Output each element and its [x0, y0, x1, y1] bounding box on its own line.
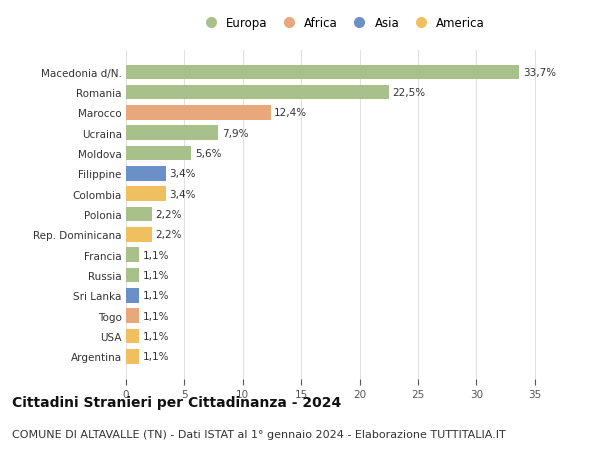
Bar: [126, 329, 139, 343]
Legend: Europa, Africa, Asia, America: Europa, Africa, Asia, America: [199, 17, 485, 30]
Bar: [126, 308, 139, 323]
Bar: [126, 86, 389, 100]
Text: COMUNE DI ALTAVALLE (TN) - Dati ISTAT al 1° gennaio 2024 - Elaborazione TUTTITAL: COMUNE DI ALTAVALLE (TN) - Dati ISTAT al…: [12, 429, 506, 439]
Bar: [126, 65, 520, 80]
Text: 33,7%: 33,7%: [523, 68, 556, 78]
Text: Cittadini Stranieri per Cittadinanza - 2024: Cittadini Stranieri per Cittadinanza - 2…: [12, 395, 341, 409]
Text: 12,4%: 12,4%: [274, 108, 307, 118]
Bar: [126, 207, 152, 222]
Text: 1,1%: 1,1%: [142, 270, 169, 280]
Bar: [126, 248, 139, 263]
Bar: [126, 126, 218, 141]
Bar: [126, 288, 139, 303]
Text: 2,2%: 2,2%: [155, 230, 182, 240]
Text: 2,2%: 2,2%: [155, 210, 182, 219]
Text: 1,1%: 1,1%: [142, 291, 169, 301]
Text: 1,1%: 1,1%: [142, 331, 169, 341]
Text: 1,1%: 1,1%: [142, 250, 169, 260]
Bar: [126, 106, 271, 121]
Text: 1,1%: 1,1%: [142, 311, 169, 321]
Bar: [126, 349, 139, 364]
Text: 5,6%: 5,6%: [195, 149, 221, 159]
Bar: [126, 146, 191, 161]
Bar: [126, 228, 152, 242]
Text: 1,1%: 1,1%: [142, 352, 169, 361]
Text: 22,5%: 22,5%: [392, 88, 425, 98]
Bar: [126, 268, 139, 283]
Bar: [126, 167, 166, 181]
Text: 3,4%: 3,4%: [169, 169, 196, 179]
Text: 3,4%: 3,4%: [169, 189, 196, 199]
Text: 7,9%: 7,9%: [222, 129, 248, 139]
Bar: [126, 187, 166, 202]
